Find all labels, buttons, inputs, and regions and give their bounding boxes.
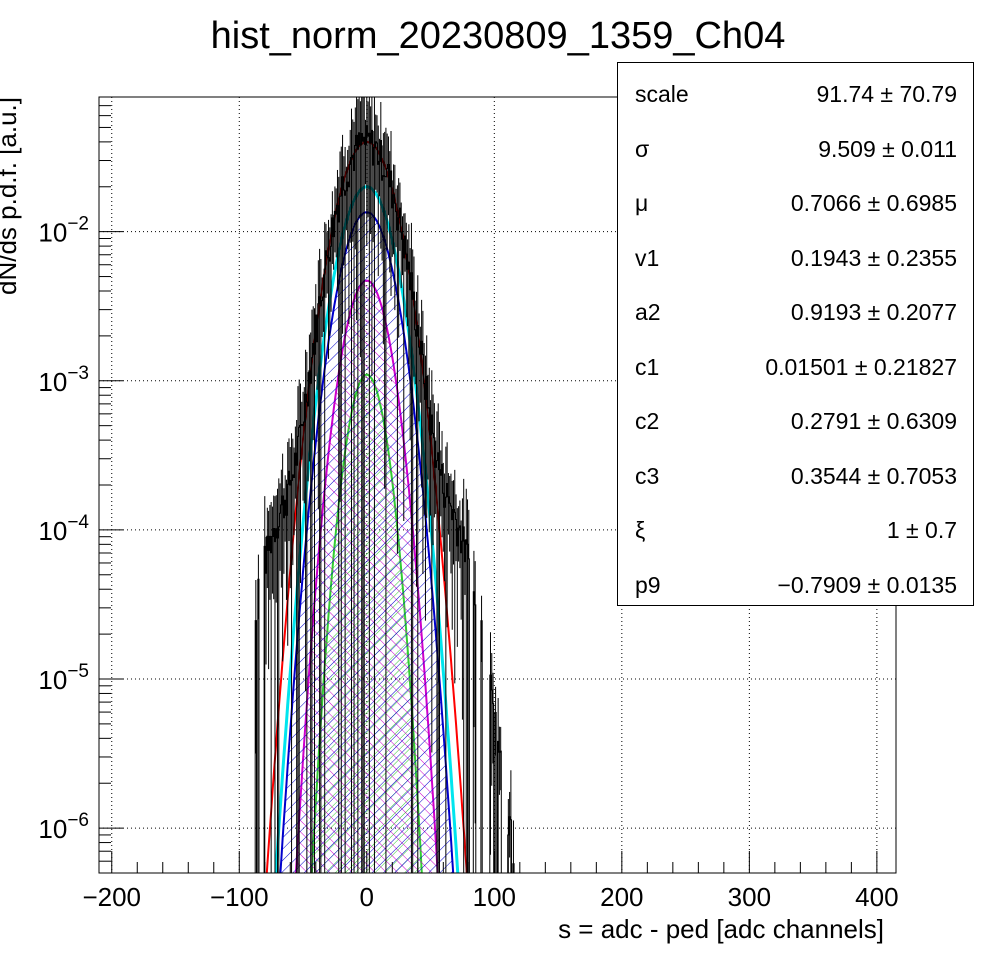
x-axis: −200 −100 0 100 200 300 400 — [82, 851, 899, 912]
stat-value: 91.74 ± 70.79 — [816, 81, 957, 107]
y-axis: 10−2 10−3 10−4 10−5 10−6 — [38, 96, 123, 874]
stat-name: μ — [635, 190, 649, 216]
stat-row: c2 0.2791 ± 0.6309 — [618, 408, 973, 438]
x-tick-label: 200 — [600, 882, 643, 912]
stat-value: −0.7909 ± 0.0135 — [777, 571, 957, 598]
y-tick-label: 10−5 — [38, 661, 89, 695]
stat-value: 1 ± 0.7 — [886, 517, 957, 543]
x-tick-label: −200 — [82, 882, 141, 912]
stat-name: c3 — [635, 462, 660, 489]
stat-row: scale 91.74 ± 70.79 — [618, 81, 973, 111]
y-tick-label: 10−3 — [38, 363, 89, 397]
histogram-line — [254, 125, 515, 873]
stat-row: p9 −0.7909 ± 0.0135 — [618, 572, 973, 602]
stat-value: 0.3544 ± 0.7053 — [790, 462, 957, 489]
stat-name: c2 — [635, 408, 660, 434]
histogram-series — [254, 97, 515, 873]
x-tick-label: 0 — [360, 882, 374, 912]
stat-row: a2 0.9193 ± 0.2077 — [618, 299, 973, 329]
stat-name: scale — [635, 81, 689, 107]
stat-row: v1 0.1943 ± 0.2355 — [618, 245, 973, 275]
fit-curves — [265, 140, 468, 873]
x-tick-label: −100 — [210, 882, 269, 912]
y-axis-label: dN/ds p.d.f. [a.u.] — [0, 97, 22, 295]
stat-name: a2 — [635, 299, 661, 325]
stat-row: c3 0.3544 ± 0.7053 — [618, 463, 973, 493]
stat-row: c1 0.01501 ± 0.21827 — [618, 354, 973, 384]
y-tick-label: 10−6 — [38, 810, 89, 844]
stat-name: ξ — [635, 517, 646, 543]
stat-name: σ — [635, 135, 650, 162]
stat-name: v1 — [635, 244, 660, 271]
stat-value: 0.7066 ± 0.6985 — [790, 190, 957, 216]
x-tick-label: 400 — [855, 882, 898, 912]
stat-name: c1 — [635, 353, 660, 380]
stat-row: μ 0.7066 ± 0.6985 — [618, 190, 973, 220]
stat-row: ξ 1 ± 0.7 — [618, 517, 973, 547]
y-tick-label: 10−4 — [38, 512, 89, 546]
stat-value: 0.1943 ± 0.2355 — [790, 244, 957, 271]
x-tick-label: 100 — [473, 882, 516, 912]
stat-value: 0.01501 ± 0.21827 — [765, 353, 957, 380]
x-axis-label: s = adc - ped [adc channels] — [558, 914, 884, 944]
stat-value: 0.2791 ± 0.6309 — [790, 408, 957, 434]
y-tick-label: 10−2 — [38, 214, 89, 248]
stat-value: 0.9193 ± 0.2077 — [790, 299, 957, 325]
stat-name: p9 — [635, 571, 661, 598]
fit-stats-box: scale 91.74 ± 70.79 σ 9.509 ± 0.011 μ 0.7066 … — [617, 62, 974, 606]
stat-value: 9.509 ± 0.011 — [818, 135, 957, 162]
stat-row: σ 9.509 ± 0.011 — [618, 136, 973, 166]
x-tick-label: 300 — [728, 882, 771, 912]
chart-title: hist_norm_20230809_1359_Ch04 — [211, 15, 786, 57]
